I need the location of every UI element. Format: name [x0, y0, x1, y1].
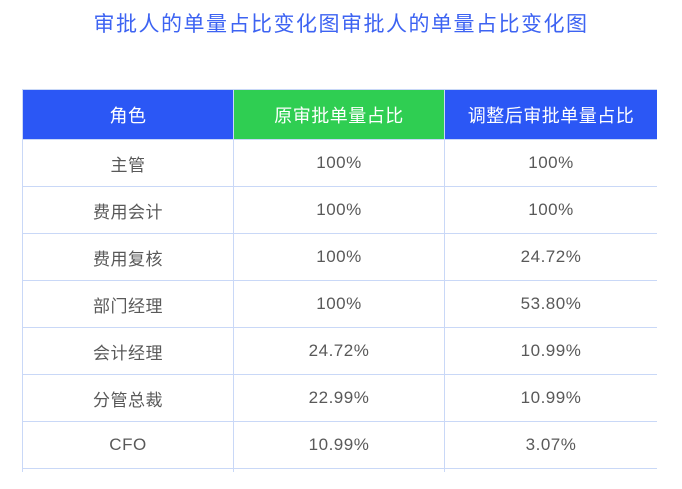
- cell-role: 分管总裁: [22, 374, 234, 422]
- cell-empty: [22, 468, 234, 472]
- approval-ratio-table: 角色 原审批单量占比 调整后审批单量占比 主管 100% 100% 费用会计 100% 100…: [22, 89, 657, 472]
- table-header: 角色 原审批单量占比 调整后审批单量占比: [22, 89, 657, 140]
- cell-original-ratio: 100%: [233, 186, 445, 234]
- cell-adjusted-ratio: 10.99%: [444, 327, 657, 375]
- page-title: 审批人的单量占比变化图审批人的单量占比变化图: [93, 13, 589, 36]
- cell-adjusted-ratio: 10.99%: [444, 374, 657, 422]
- cell-original-ratio: 100%: [233, 233, 445, 281]
- table-body: 主管 100% 100% 费用会计 100% 100% 费用复核 100% 24.72% 部门经理…: [22, 139, 657, 472]
- cell-adjusted-ratio: 3.07%: [444, 421, 657, 469]
- table-row: 会计经理 24.72% 10.99%: [22, 327, 657, 375]
- cell-adjusted-ratio: 100%: [444, 139, 657, 187]
- cell-role: 费用会计: [22, 186, 234, 234]
- cell-role: CFO: [22, 421, 234, 469]
- table-row: 费用会计 100% 100%: [22, 186, 657, 234]
- table-row: 部门经理 100% 53.80%: [22, 280, 657, 328]
- column-header-3: 调整后审批单量占比: [444, 89, 657, 140]
- cell-role: 部门经理: [22, 280, 234, 328]
- cell-original-ratio: 24.72%: [233, 327, 445, 375]
- cell-role: 主管: [22, 139, 234, 187]
- cell-original-ratio: 100%: [233, 280, 445, 328]
- table-row: 分管总裁 22.99% 10.99%: [22, 374, 657, 422]
- cell-original-ratio: 22.99%: [233, 374, 445, 422]
- cell-empty: [444, 468, 657, 472]
- header-row: 角色 原审批单量占比 调整后审批单量占比: [22, 89, 657, 140]
- table-row: 主管 100% 100%: [22, 139, 657, 187]
- cell-role: 会计经理: [22, 327, 234, 375]
- table-row-clipped: [22, 468, 657, 472]
- table-row: CFO 10.99% 3.07%: [22, 421, 657, 469]
- cell-adjusted-ratio: 100%: [444, 186, 657, 234]
- cell-role: 费用复核: [22, 233, 234, 281]
- table-row: 费用复核 100% 24.72%: [22, 233, 657, 281]
- cell-original-ratio: 100%: [233, 139, 445, 187]
- cell-original-ratio: 10.99%: [233, 421, 445, 469]
- cell-adjusted-ratio: 53.80%: [444, 280, 657, 328]
- data-table: 角色 原审批单量占比 调整后审批单量占比 主管 100% 100% 费用会计 100% 100…: [22, 89, 657, 472]
- cell-empty: [233, 468, 445, 472]
- column-header-2: 原审批单量占比: [233, 89, 445, 140]
- cell-adjusted-ratio: 24.72%: [444, 233, 657, 281]
- column-header-1: 角色: [22, 89, 234, 140]
